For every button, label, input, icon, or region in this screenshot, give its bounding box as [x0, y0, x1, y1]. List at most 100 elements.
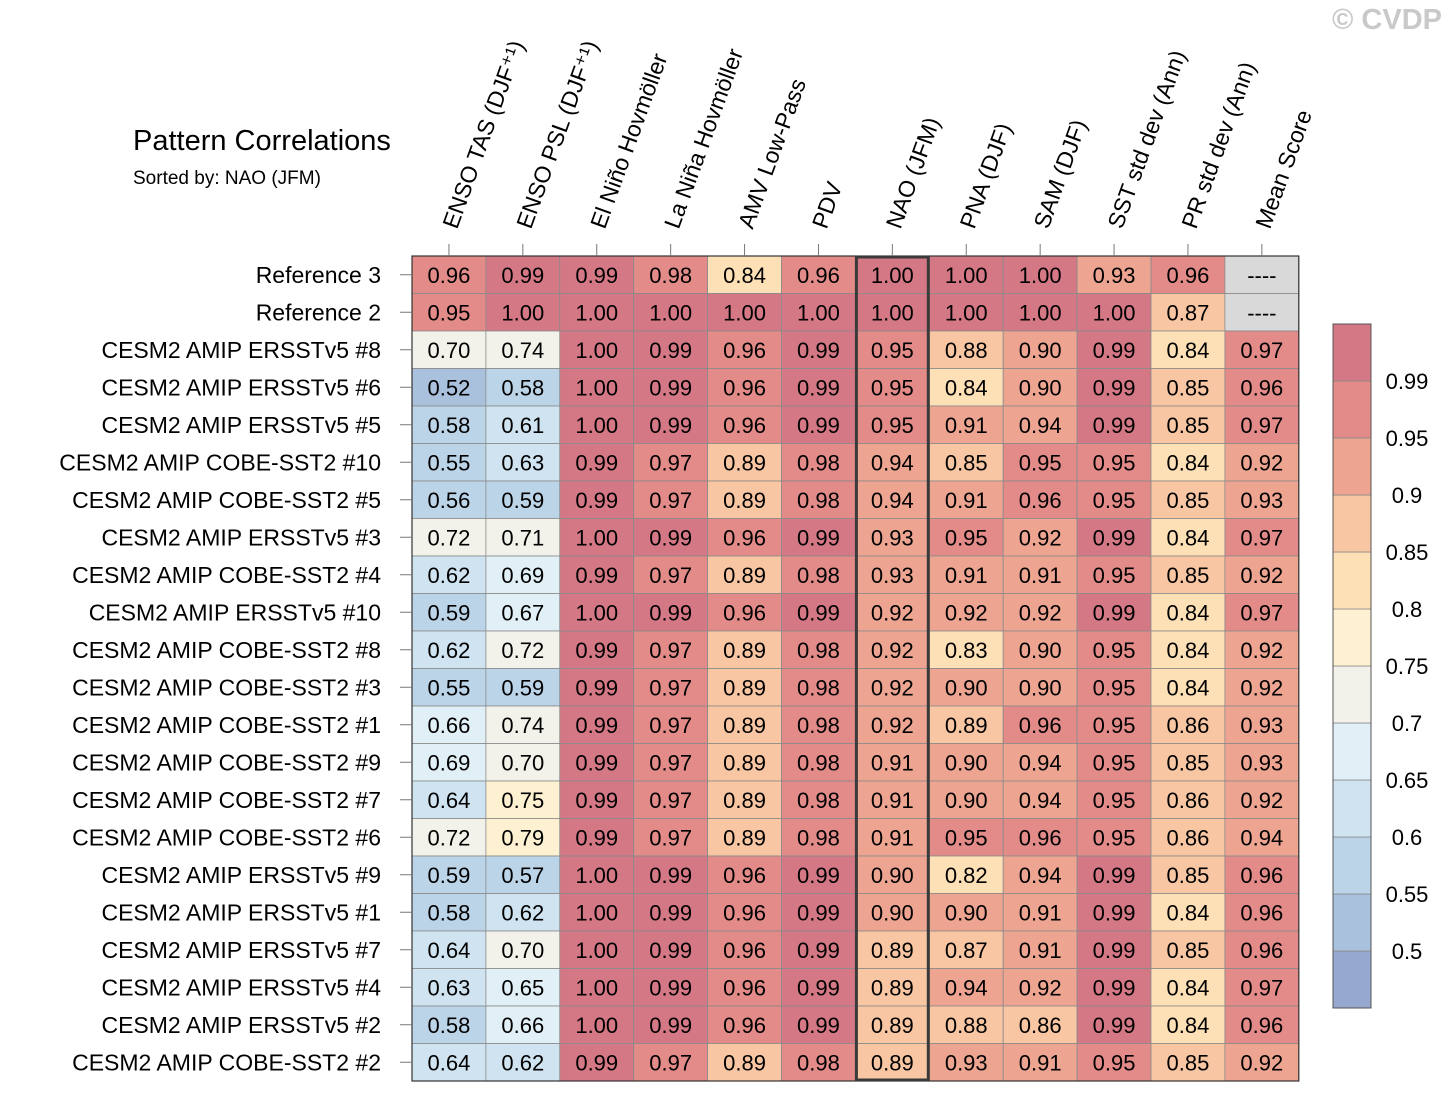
cell-value-label: 0.96: [1240, 900, 1283, 925]
cell-value-label: 0.99: [649, 938, 692, 963]
cell-value-label: 0.98: [649, 263, 692, 288]
cell-value-label: 0.99: [501, 263, 544, 288]
heatmap-cell: [1150, 855, 1226, 894]
cell-value-label: 0.89: [723, 788, 766, 813]
cell-value-label: 0.94: [871, 450, 914, 475]
cell-value-label: 0.97: [649, 1050, 692, 1075]
cell-value-label: 0.90: [1019, 638, 1062, 663]
heatmap-cell: [1224, 555, 1300, 594]
heatmap-cell: [1076, 330, 1152, 369]
heatmap-cell: [1150, 518, 1226, 557]
heatmap-cell: [1150, 405, 1226, 444]
heatmap-cell: [411, 368, 487, 407]
heatmap-cell: [559, 630, 635, 669]
heatmap-cell: [1224, 518, 1300, 557]
heatmap-cell: [855, 780, 930, 819]
cell-value-label: ----: [1247, 300, 1276, 325]
cell-value-label: 0.95: [1093, 750, 1136, 775]
row-label: Reference 2: [256, 299, 381, 325]
colorbar-segment: [1332, 665, 1372, 724]
heatmap-cell: [411, 855, 487, 894]
cell-value-label: 0.91: [945, 563, 988, 588]
cell-value-label: 1.00: [945, 300, 988, 325]
cell-value-label: 0.69: [501, 563, 544, 588]
cell-value-label: 0.70: [501, 938, 544, 963]
cell-value-label: 0.99: [575, 825, 618, 850]
cell-value-label: 0.99: [797, 525, 840, 550]
cell-value-label: 0.55: [428, 675, 471, 700]
cell-value-label: 1.00: [575, 900, 618, 925]
cell-value-label: 0.99: [575, 1050, 618, 1075]
heatmap-cell: [559, 743, 635, 782]
heatmap-cell: [781, 743, 856, 782]
row-label: CESM2 AMIP COBE-SST2 #6: [72, 824, 381, 850]
heatmap-cell: [633, 405, 709, 444]
cell-value-label: 0.89: [723, 713, 766, 738]
heatmap-cell: [928, 1043, 1004, 1082]
colorbar-tick-label: 0.7: [1392, 711, 1423, 736]
cell-value-label: 0.97: [1240, 338, 1283, 363]
heatmap-cell: [1150, 930, 1226, 969]
cell-value-label: 0.63: [428, 975, 471, 1000]
cell-value-label: 0.95: [1093, 488, 1136, 513]
cell-value-label: 0.89: [723, 750, 766, 775]
heatmap-cell: [485, 893, 561, 932]
cell-value-label: 0.99: [575, 488, 618, 513]
cell-value-label: 0.84: [723, 263, 766, 288]
cell-value-label: 1.00: [871, 263, 914, 288]
cell-value-label: 0.67: [501, 600, 544, 625]
cell-value-label: 0.56: [428, 488, 471, 513]
heatmap-cell: [1002, 855, 1078, 894]
colorbar-tick-label: 0.75: [1386, 654, 1429, 679]
heatmap-cell: [1002, 593, 1078, 632]
heatmap-cell: [928, 255, 1004, 294]
cell-value-label: 1.00: [575, 975, 618, 1000]
cell-value-label: 0.95: [1093, 563, 1136, 588]
cell-value-label: 0.89: [871, 938, 914, 963]
cell-value-label: 0.89: [871, 1013, 914, 1038]
column-label: Mean Score: [1250, 106, 1317, 231]
cell-value-label: 0.74: [501, 338, 544, 363]
heatmap-cell: [411, 818, 487, 857]
heatmap-cell: [1076, 593, 1152, 632]
cell-value-label: 0.89: [723, 563, 766, 588]
heatmap-cell: [633, 855, 709, 894]
cell-value-label: 0.99: [797, 863, 840, 888]
heatmap-cell: [707, 293, 782, 332]
cell-value-label: 0.99: [1093, 863, 1136, 888]
cell-value-label: 0.99: [1093, 525, 1136, 550]
cell-value-label: 1.00: [575, 375, 618, 400]
heatmap-cell: [1076, 555, 1152, 594]
heatmap-cell: [633, 780, 709, 819]
cell-value-label: 0.96: [428, 263, 471, 288]
heatmap-cell: [855, 593, 930, 632]
heatmap-cell: [485, 705, 561, 744]
cell-value-label: 0.99: [575, 675, 618, 700]
cell-value-label: 0.94: [1019, 413, 1062, 438]
cell-value-label: 0.89: [945, 713, 988, 738]
cell-value-label: 0.63: [501, 450, 544, 475]
cell-value-label: 0.99: [575, 788, 618, 813]
cell-value-label: 0.99: [1093, 600, 1136, 625]
heatmap-cell: [633, 480, 709, 519]
cell-value-label: 0.92: [1240, 1050, 1283, 1075]
cell-value-label: 0.84: [1167, 338, 1210, 363]
cell-value-label: 0.99: [797, 413, 840, 438]
cell-value-label: 0.99: [649, 975, 692, 1000]
cell-value-label: 0.96: [723, 413, 766, 438]
cell-value-label: 0.91: [945, 413, 988, 438]
heatmap-cell: [707, 968, 782, 1007]
column-label: ENSO PSL (DJF⁺¹): [511, 37, 603, 232]
heatmap-cell: [707, 368, 782, 407]
cell-value-label: 1.00: [575, 863, 618, 888]
heatmap-cell: [411, 330, 487, 369]
colorbar-segment: [1332, 893, 1372, 952]
cell-value-label: 0.96: [723, 338, 766, 363]
heatmap-cell: [928, 405, 1004, 444]
cell-value-label: 0.99: [797, 600, 840, 625]
cell-value-label: 0.72: [501, 638, 544, 663]
cell-value-label: 0.89: [723, 675, 766, 700]
heatmap-cell: [781, 1005, 856, 1044]
heatmap-cell: [1076, 893, 1152, 932]
cell-value-label: 0.98: [797, 788, 840, 813]
